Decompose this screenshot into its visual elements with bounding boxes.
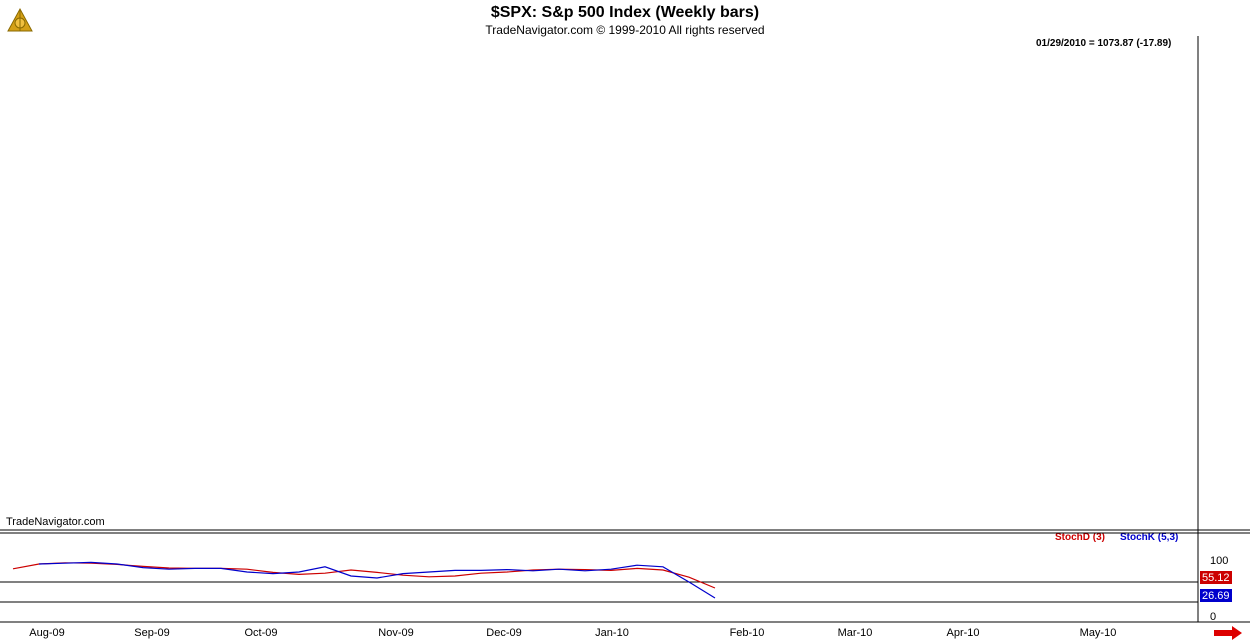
stoch-tick-label: 100 bbox=[1210, 555, 1228, 567]
x-tick-label: Oct-09 bbox=[244, 627, 277, 639]
chart-subtitle: TradeNavigator.com © 1999-2010 All right… bbox=[485, 23, 765, 37]
x-tick-label: Sep-09 bbox=[134, 627, 169, 639]
x-tick-label: Feb-10 bbox=[730, 627, 765, 639]
chart-title: $SPX: S&p 500 Index (Weekly bars) bbox=[490, 4, 760, 21]
stoch-tick-label: 0 bbox=[1210, 611, 1216, 623]
x-tick-label: Dec-09 bbox=[486, 627, 521, 639]
stochk-last-box bbox=[1200, 589, 1232, 602]
stochk-last-label: 26.69 bbox=[1202, 590, 1230, 602]
stochd-legend: StochD (3) bbox=[1055, 532, 1105, 543]
x-tick-label: Apr-10 bbox=[946, 627, 979, 639]
last-quote: 01/29/2010 = 1073.87 (-17.89) bbox=[1036, 38, 1172, 49]
stochd-last-box bbox=[1200, 571, 1232, 584]
watermark: TradeNavigator.com bbox=[6, 516, 105, 528]
x-tick-label: Nov-09 bbox=[378, 627, 413, 639]
x-tick-label: Mar-10 bbox=[838, 627, 873, 639]
x-tick-label: Aug-09 bbox=[29, 627, 64, 639]
x-tick-label: Jan-10 bbox=[595, 627, 629, 639]
scroll-right-arrow-icon[interactable] bbox=[1214, 626, 1242, 640]
stochk-legend: StochK (5,3) bbox=[1120, 532, 1179, 543]
stochd-line bbox=[12, 562, 716, 589]
stochd-last-label: 55.12 bbox=[1202, 572, 1230, 584]
trade-navigator-sextant-icon bbox=[7, 7, 33, 32]
x-tick-label: May-10 bbox=[1080, 627, 1117, 639]
stochk-line bbox=[38, 561, 716, 599]
